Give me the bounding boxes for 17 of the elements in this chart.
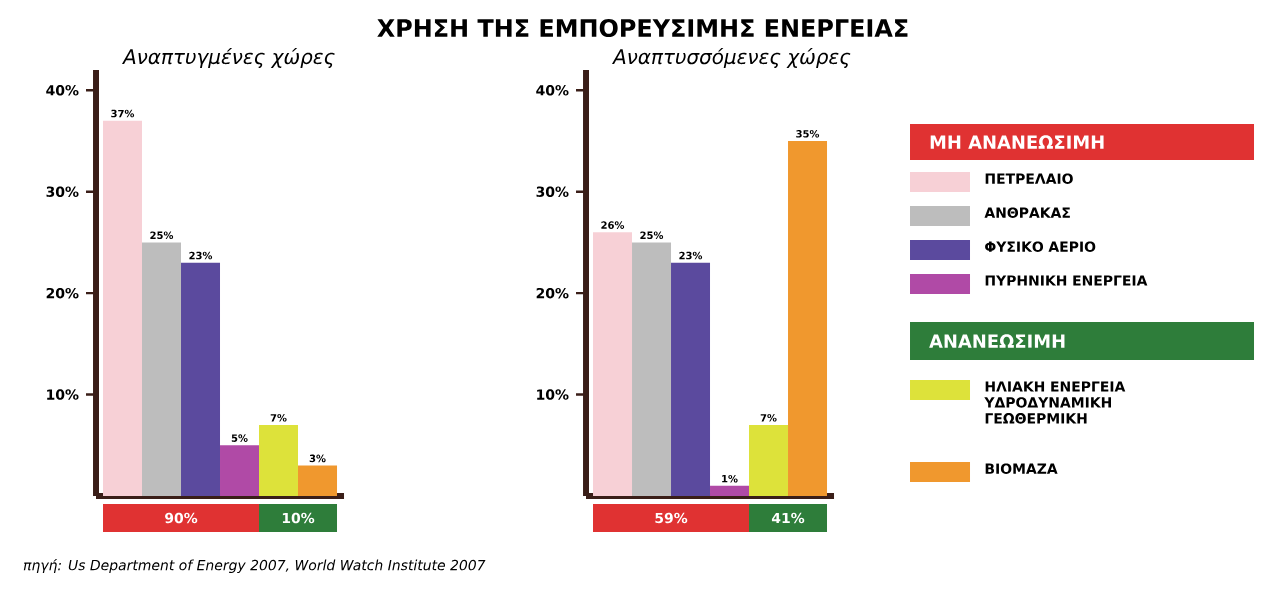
bar — [710, 485, 750, 496]
chart-subtitle: Αναπτυσσόμενες χώρες — [611, 47, 851, 69]
chart-subtitle: Αναπτυγμένες χώρες — [121, 47, 335, 69]
text: ΜΗ ΑΝΑΝΕΩΣΙΜΗ — [930, 135, 1104, 149]
bar — [749, 425, 789, 496]
bar — [103, 120, 143, 496]
bar — [220, 445, 260, 496]
bar — [788, 141, 828, 496]
bar — [181, 262, 221, 496]
bar — [632, 242, 672, 496]
chart-title: ΧΡΗΣΗ ΤΗΣ ΕΜΠΟΡΕΥΣΙΜΗΣ ΕΝΕΡΓΕΙΑΣ — [377, 18, 908, 38]
bar — [671, 262, 711, 496]
text: ΑΝΑΝΕΩΣΙΜΗ — [929, 334, 1065, 348]
bar — [593, 232, 633, 496]
bar — [142, 242, 182, 496]
bar — [298, 465, 338, 496]
bar — [259, 425, 299, 496]
